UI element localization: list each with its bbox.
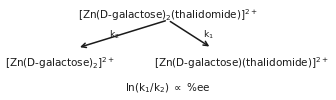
Text: [Zn(D-galactose)(thalidomide)]$^{2+}$: [Zn(D-galactose)(thalidomide)]$^{2+}$ [155, 55, 329, 71]
Text: k$_1$: k$_1$ [203, 29, 214, 41]
Text: ln(k$_1$/k$_2$) $\propto$ %ee: ln(k$_1$/k$_2$) $\propto$ %ee [125, 81, 211, 95]
Text: k$_2$: k$_2$ [109, 29, 120, 41]
Text: [Zn(D-galactose)$_2$]$^{2+}$: [Zn(D-galactose)$_2$]$^{2+}$ [5, 55, 116, 71]
Text: [Zn(D-galactose)$_2$(thalidomide)]$^{2+}$: [Zn(D-galactose)$_2$(thalidomide)]$^{2+}… [78, 7, 258, 23]
